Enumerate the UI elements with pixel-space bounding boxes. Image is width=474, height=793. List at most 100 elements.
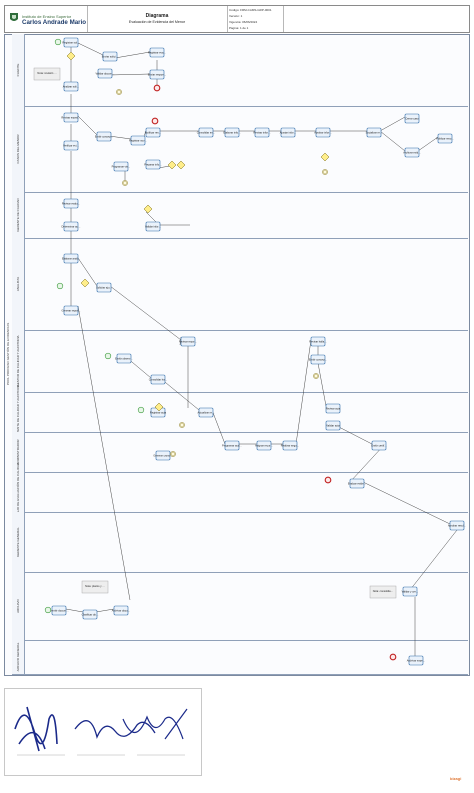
task-label: Verificar evi… — [63, 143, 79, 147]
task-node[interactable]: Archivar expe…Archivar expediente — [407, 655, 426, 666]
task-label: Emitir concep… — [95, 134, 114, 138]
task-node[interactable]: Asignar recur…Asignar recursos — [255, 440, 273, 451]
task-node[interactable]: Evaluar evide…Evaluar evidencias — [348, 478, 367, 489]
task-node[interactable]: Enviar solici…Enviar solicitud — [102, 51, 119, 62]
task-node[interactable]: Solicitar aju…Solicitar ajustes — [96, 282, 112, 293]
annotation-note: Nota: revisión …Nota: revisión de docume… — [33, 67, 61, 81]
task-node[interactable]: Revisar actaRevisar acta — [325, 403, 341, 414]
start-event-icon — [54, 38, 62, 46]
task-label: Consolidar ev… — [197, 130, 216, 134]
org-name: Carlos Andrade Mario — [22, 19, 87, 26]
task-node[interactable]: Enviar respue…Enviar respuesta — [148, 69, 167, 80]
task-node[interactable]: Consolidar ev…Consolidar evidencias — [197, 127, 216, 138]
sequence-flow — [211, 409, 226, 445]
task-node[interactable]: Consolidar ha…Consolidar hallazgos — [149, 374, 168, 385]
task-node[interactable]: Realizar segu…Realizar seguimiento — [281, 440, 300, 451]
task-label: Evaluar evide… — [348, 481, 367, 485]
task-node[interactable]: Revisar repor…Revisar reporte — [179, 336, 198, 347]
task-label: Determinar ac… — [62, 224, 81, 228]
task-label: Registrar eva… — [148, 50, 166, 54]
meta-line: Versión: 1 — [229, 14, 243, 18]
logo-cell: Instituto de Ensino Superior Carlos Andr… — [5, 6, 88, 32]
org-top-line: Instituto de Ensino Superior — [22, 14, 72, 19]
start-event-icon — [137, 406, 145, 414]
task-node[interactable]: Programar aud…Programar auditoría — [222, 440, 242, 451]
task-node[interactable]: Aprobar infor…Aprobar informe — [314, 127, 332, 138]
sequence-flow — [77, 42, 104, 56]
intermediate-event-icon — [313, 373, 319, 379]
task-node[interactable]: Registrar sol…Registrar solicitud — [62, 37, 80, 48]
task-node[interactable]: Programar vis…Programar visita — [112, 161, 131, 172]
task-node[interactable]: Publicar resu…Publicar resultado — [436, 133, 454, 144]
task-node[interactable]: Remitir docum…Remitir documentos — [49, 605, 69, 616]
task-label: Elaborar info… — [223, 130, 241, 134]
institution-logo-icon — [10, 13, 18, 21]
meta-line: Código: FRM-CAMS-GRP-0001 — [229, 8, 272, 12]
swimlane: GERENTE DE CALIDAD — [12, 192, 468, 239]
task-node[interactable]: Ajustar infor…Ajustar informe — [280, 127, 297, 138]
task-node[interactable]: Validar infor…Validar informe — [145, 221, 162, 232]
sequence-flow — [379, 116, 406, 132]
task-node[interactable]: Validar docum…Validar documentación — [96, 68, 115, 79]
task-node[interactable]: Archivar docu…Archivar documentos — [112, 605, 131, 616]
task-node[interactable]: Socializar re…Socializar resultado — [366, 127, 383, 138]
task-label: Socializar re… — [366, 130, 383, 134]
intermediate-event-icon — [179, 422, 185, 428]
task-node[interactable]: Aprobar resul…Aprobar resultados — [448, 520, 467, 531]
task-node[interactable]: Notificar res…Notificar resultado — [145, 127, 162, 138]
task-node[interactable]: Emitir observ…Emitir observaciones — [115, 353, 133, 364]
task-label: Validar y cer… — [402, 589, 419, 593]
meta-cell: Código: FRM-CAMS-GRP-0001 Versión: 1 Vig… — [227, 6, 284, 32]
swimlane: GERENTE GENERAL — [12, 512, 468, 573]
task-node[interactable]: Generar crono…Generar cronograma — [153, 450, 173, 461]
task-label: Enviar solici… — [102, 54, 119, 58]
sequence-flow — [317, 362, 327, 407]
task-label: Revisar acta — [326, 406, 341, 410]
task-node[interactable]: Registrar eva…Registrar evaluación — [148, 47, 166, 58]
intermediate-event-icon — [322, 169, 328, 175]
task-node[interactable]: Generar repor…Generar reporte — [62, 305, 81, 316]
intermediate-event-icon — [122, 180, 128, 186]
task-label: Asignar recur… — [255, 443, 273, 447]
task-node[interactable]: Cerrar casoCerrar caso — [404, 113, 419, 124]
process-subtitle: Evaluación de Evidencia del Menor — [128, 20, 186, 24]
task-label: Emitir concep… — [309, 357, 328, 361]
sequence-flow — [159, 377, 200, 411]
task-node[interactable]: Revisar exped…Revisar expediente — [61, 112, 81, 123]
task-node[interactable]: Revisar infor…Revisar informe — [253, 127, 271, 138]
task-node[interactable]: Revisar evalu…Revisar evaluación — [62, 198, 81, 209]
handwritten-signatures — [14, 706, 188, 756]
annotation-note: Nota: plazos y …Nota: plazos y soportes … — [81, 580, 109, 594]
task-node[interactable]: Determinar ac…Determinar acciones — [62, 221, 81, 232]
task-node[interactable]: Emitir concep…Emitir concepto final — [309, 354, 328, 365]
sequence-flow — [95, 608, 115, 613]
end-event-icon — [153, 84, 161, 92]
task-node[interactable]: Analizar soli…Analizar solicitud y docum… — [63, 81, 80, 92]
start-event-icon — [56, 282, 64, 290]
task-node[interactable]: Emitir concep…Emitir concepto — [95, 131, 114, 142]
task-node[interactable]: Validar y cer…Validar y cerrar — [402, 586, 419, 597]
task-label: Aprobar infor… — [314, 130, 332, 134]
swimlane: CONSEJO DE EVALUACIÓN DE CALIDAD — [12, 463, 468, 521]
task-label: Validar infor… — [145, 224, 162, 228]
task-node[interactable]: Emitir certif…Emitir certificación — [371, 440, 387, 451]
sequence-flow — [109, 285, 182, 341]
task-node[interactable]: Preparar info…Preparar informe — [144, 159, 162, 170]
task-node[interactable]: Archivar evid…Archivar evidencia — [403, 147, 421, 158]
task-node[interactable]: Verificar evi…Verificar evidencias — [63, 140, 79, 151]
task-label: Archivar evid… — [403, 150, 421, 154]
swimlane-label: GESTOR DE CALIDAD Y AUDITORIA — [12, 330, 25, 392]
title-cell: Diagrama Evaluación de Evidencia del Men… — [87, 6, 228, 32]
swimlane-label: ARCHIVO — [12, 572, 25, 640]
task-label: Archivar docu… — [112, 608, 131, 612]
task-node[interactable]: Elaborar anál…Elaborar análisis — [62, 253, 80, 264]
task-node[interactable]: Clasificar do…Clasificar documentos — [82, 609, 99, 620]
swimlane: ARCHIVO — [12, 572, 468, 641]
start-event-icon — [104, 352, 112, 360]
task-node[interactable]: Actualizar re…Actualizar registro — [197, 407, 215, 418]
task-node[interactable]: Revisar halla…Revisar hallazgos — [309, 336, 327, 347]
task-node[interactable]: Registrar nov…Registrar novedad — [129, 135, 147, 146]
annotation-text: Nota: consolida… — [373, 589, 394, 593]
task-node[interactable]: Elaborar info…Elaborar informe prelimina… — [223, 127, 241, 138]
